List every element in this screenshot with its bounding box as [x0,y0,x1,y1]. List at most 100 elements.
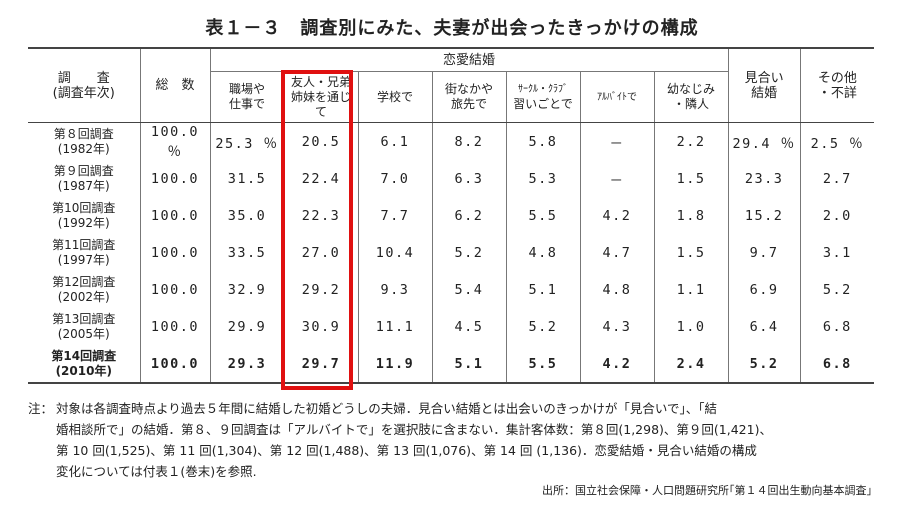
value-cell: 100.0 [139,197,210,234]
survey-cell: 第10回調査 (1992年) [52,200,116,230]
value-cell: 2.2 [653,122,729,160]
value-cell: 10.4 [357,234,432,271]
table-row: 第８回調査 (1982年) 100.0 ％ 25.3 ％ 20.5 6.1 8.2 5.8 － 2… [28,122,875,160]
table-row: 第９回調査 (1987年) 100.0 31.5 22.4 7.0 6.3 5.3 － 1.5 23… [28,160,875,197]
col-header-town: 街なかや 旅先で [431,71,506,123]
value-cell: 2.4 [653,345,729,384]
value-cell: 6.3 [431,160,506,197]
value-cell: 1.5 [653,234,729,271]
value-cell: 9.3 [357,271,432,308]
value-cell: 5.2 [799,271,875,308]
value-cell: 4.5 [431,308,506,345]
value-cell: 6.1 [357,122,432,160]
value-cell: 5.5 [505,197,580,234]
value-cell: 4.2 [579,197,654,234]
value-cell: 2.7 [799,160,875,197]
value-cell: 29.4 ％ [727,122,801,160]
value-cell: 27.0 [283,234,358,271]
value-cell: 3.1 [799,234,875,271]
value-cell: － [579,122,654,160]
value-cell: 100.0 [139,271,210,308]
value-cell: 2.5 ％ [799,122,875,160]
value-cell: 5.2 [727,345,801,384]
value-cell: 33.5 [209,234,284,271]
value-cell: 35.0 [209,197,284,234]
survey-cell: 第11回調査 (1997年) [52,237,116,267]
love-marriage-header: 恋愛結婚 [209,47,729,72]
value-cell: 4.3 [579,308,654,345]
footnote-line: 婚相談所で」の結婚．第８、９回調査は「アルバイトで」を選択肢に含まない．集計客体… [56,422,772,437]
value-cell: 5.2 [431,234,506,271]
col-header-parttime: ｱﾙﾊﾞｲﾄで [579,71,654,123]
footnote: 注： 対象は各調査時点より過去５年間に結婚した初婚どうしの夫婦．見合い結婚とは出… [28,398,878,482]
value-cell: 1.0 [653,308,729,345]
value-cell: 6.8 [799,345,875,384]
value-cell: 4.8 [505,234,580,271]
value-cell: 29.9 [209,308,284,345]
arranged-marriage-header: 見合い 結婚 [727,47,801,123]
value-cell: 11.1 [357,308,432,345]
total-header: 総 数 [139,47,210,123]
value-cell: 29.3 [209,345,284,384]
value-cell: 6.2 [431,197,506,234]
table-row: 第12回調査 (2002年) 100.0 32.9 29.2 9.3 5.4 5.1 4.8 1.… [28,271,875,308]
col-header-friends: 友人・兄弟 姉妹を通じて [283,71,358,123]
value-cell: 5.1 [505,271,580,308]
footnote-line: 対象は各調査時点より過去５年間に結婚した初婚どうしの夫婦．見合い結婚とは出会いの… [56,401,718,416]
value-cell: 6.8 [799,308,875,345]
value-cell: 29.7 [283,345,358,384]
col-header-club: ｻｰｸﾙ・ｸﾗﾌﾞ 習いごとで [505,71,580,123]
value-cell: 4.2 [579,345,654,384]
table-title: 表１－３ 調査別にみた、夫妻が出会ったきっかけの構成 [205,18,699,39]
value-cell: 20.5 [283,122,358,160]
value-cell: 100.0 [139,308,210,345]
value-cell: 23.3 [727,160,801,197]
footnote-line: 変化については付表１(巻末)を参照. [56,464,257,479]
table-row: 第11回調査 (1997年) 100.0 33.5 27.0 10.4 5.2 4.8 4.7 1… [28,234,875,271]
value-cell: 7.7 [357,197,432,234]
value-cell: 1.5 [653,160,729,197]
value-cell: 15.2 [727,197,801,234]
value-cell: 100.0 [139,234,210,271]
value-cell: 4.7 [579,234,654,271]
value-cell: 2.0 [799,197,875,234]
value-cell: 32.9 [209,271,284,308]
value-cell: 100.0 [139,160,210,197]
col-header-work: 職場や 仕事で [209,71,284,123]
data-table: 調 査 (調査年次) 総 数 恋愛結婚 見合い 結婚 その他 ・不詳 職場や 仕事… [28,47,875,384]
col-header-school: 学校で [357,71,432,123]
value-cell: 5.1 [431,345,506,384]
value-cell: 6.4 [727,308,801,345]
table-row: 第10回調査 (1992年) 100.0 35.0 22.3 7.7 6.2 5.5 4.2 1.… [28,197,875,234]
survey-cell: 第14回調査 (2010年) [28,345,140,384]
value-cell: 5.2 [505,308,580,345]
survey-cell: 第８回調査 (1982年) [53,126,114,156]
value-cell: 100.0 [139,345,210,384]
value-cell: 5.4 [431,271,506,308]
value-cell: 25.3 ％ [209,122,284,160]
value-cell: － [579,160,654,197]
col-header-neighbor: 幼なじみ ・隣人 [653,71,729,123]
value-cell: 4.8 [579,271,654,308]
survey-cell: 第９回調査 (1987年) [53,163,114,193]
table-row: 第14回調査 (2010年) 100.0 29.3 29.7 11.9 5.1 5.5 4.2 2… [28,345,875,384]
survey-header: 調 査 (調査年次) [28,47,140,123]
value-cell: 7.0 [357,160,432,197]
value-cell: 1.1 [653,271,729,308]
value-cell: 31.5 [209,160,284,197]
table-row: 第13回調査 (2005年) 100.0 29.9 30.9 11.1 4.5 5.2 4.3 1… [28,308,875,345]
value-cell: 8.2 [431,122,506,160]
footnote-line: 第 10 回(1,525)、第 11 回(1,304)、第 12 回(1,488… [56,443,757,458]
value-cell: 1.8 [653,197,729,234]
survey-cell: 第13回調査 (2005年) [52,311,116,341]
survey-cell: 第12回調査 (2002年) [52,274,116,304]
other-header: その他 ・不詳 [799,47,875,123]
value-cell: 100.0 ％ [139,122,210,160]
value-cell: 9.7 [727,234,801,271]
value-cell: 30.9 [283,308,358,345]
value-cell: 11.9 [357,345,432,384]
source-note: 出所：国立社会保障・人口問題研究所｢第１４回出生動向基本調査｣ [542,484,872,497]
footnote-label: 注： [28,401,54,416]
value-cell: 5.5 [505,345,580,384]
value-cell: 5.3 [505,160,580,197]
